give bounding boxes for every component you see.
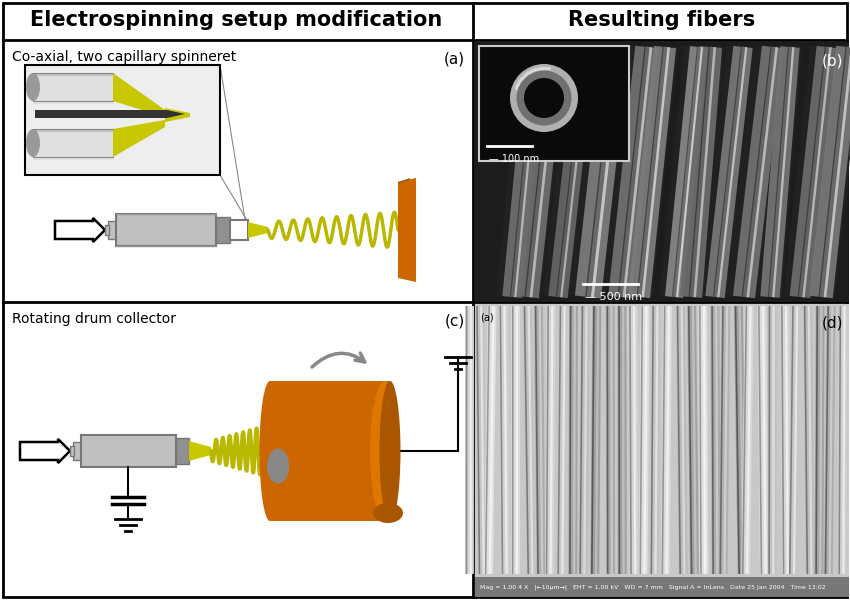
Polygon shape	[165, 108, 190, 122]
Ellipse shape	[26, 129, 40, 157]
Polygon shape	[248, 222, 268, 238]
Bar	[73, 442, 81, 460]
Bar	[270, 381, 390, 521]
Ellipse shape	[267, 449, 289, 484]
Text: Resulting fibers: Resulting fibers	[568, 10, 755, 30]
Text: Electrospinning setup modification: Electrospinning setup modification	[31, 10, 443, 30]
Bar	[116, 214, 216, 246]
Bar	[108, 221, 116, 239]
Ellipse shape	[517, 70, 571, 125]
Bar	[216, 217, 230, 243]
Text: (a): (a)	[480, 312, 494, 322]
Text: Mag = 1.00 4 X   |←10μm→|   EHT = 1.00 kV   WD = 7 mm   Signal A = InLens   Date: Mag = 1.00 4 X |←10μm→| EHT = 1.00 kV WD…	[480, 584, 825, 590]
Bar	[33, 132, 113, 160]
Ellipse shape	[379, 381, 400, 521]
Bar	[33, 76, 113, 104]
Bar	[105, 225, 109, 235]
Ellipse shape	[373, 503, 403, 523]
Bar	[81, 435, 176, 467]
Bar	[70, 446, 74, 456]
Polygon shape	[113, 73, 165, 117]
Text: (b): (b)	[821, 54, 843, 69]
Text: — 100 nm: — 100 nm	[489, 154, 539, 164]
Bar	[479, 46, 629, 161]
Ellipse shape	[26, 73, 40, 101]
Ellipse shape	[524, 78, 564, 118]
Text: (a): (a)	[444, 52, 465, 67]
Text: Co-axial, two capillary spinneret: Co-axial, two capillary spinneret	[12, 50, 236, 64]
Ellipse shape	[259, 381, 280, 521]
Polygon shape	[398, 178, 410, 184]
Ellipse shape	[370, 381, 400, 521]
FancyArrow shape	[55, 218, 105, 242]
Text: Rotating drum collector: Rotating drum collector	[12, 312, 176, 326]
Text: (d): (d)	[821, 316, 843, 331]
Bar	[475, 42, 849, 302]
Bar	[35, 110, 167, 118]
Polygon shape	[113, 120, 165, 157]
Bar	[33, 129, 113, 157]
Bar	[475, 577, 849, 597]
Polygon shape	[167, 110, 185, 118]
Polygon shape	[189, 441, 211, 461]
Bar	[25, 65, 220, 175]
FancyArrow shape	[20, 439, 70, 463]
Ellipse shape	[510, 64, 578, 132]
Bar	[176, 438, 189, 464]
Bar	[33, 73, 113, 101]
Text: — 500 nm: — 500 nm	[585, 292, 642, 302]
Polygon shape	[398, 178, 416, 282]
Text: (c): (c)	[445, 314, 465, 329]
Bar	[475, 304, 849, 579]
Bar	[230, 220, 248, 240]
